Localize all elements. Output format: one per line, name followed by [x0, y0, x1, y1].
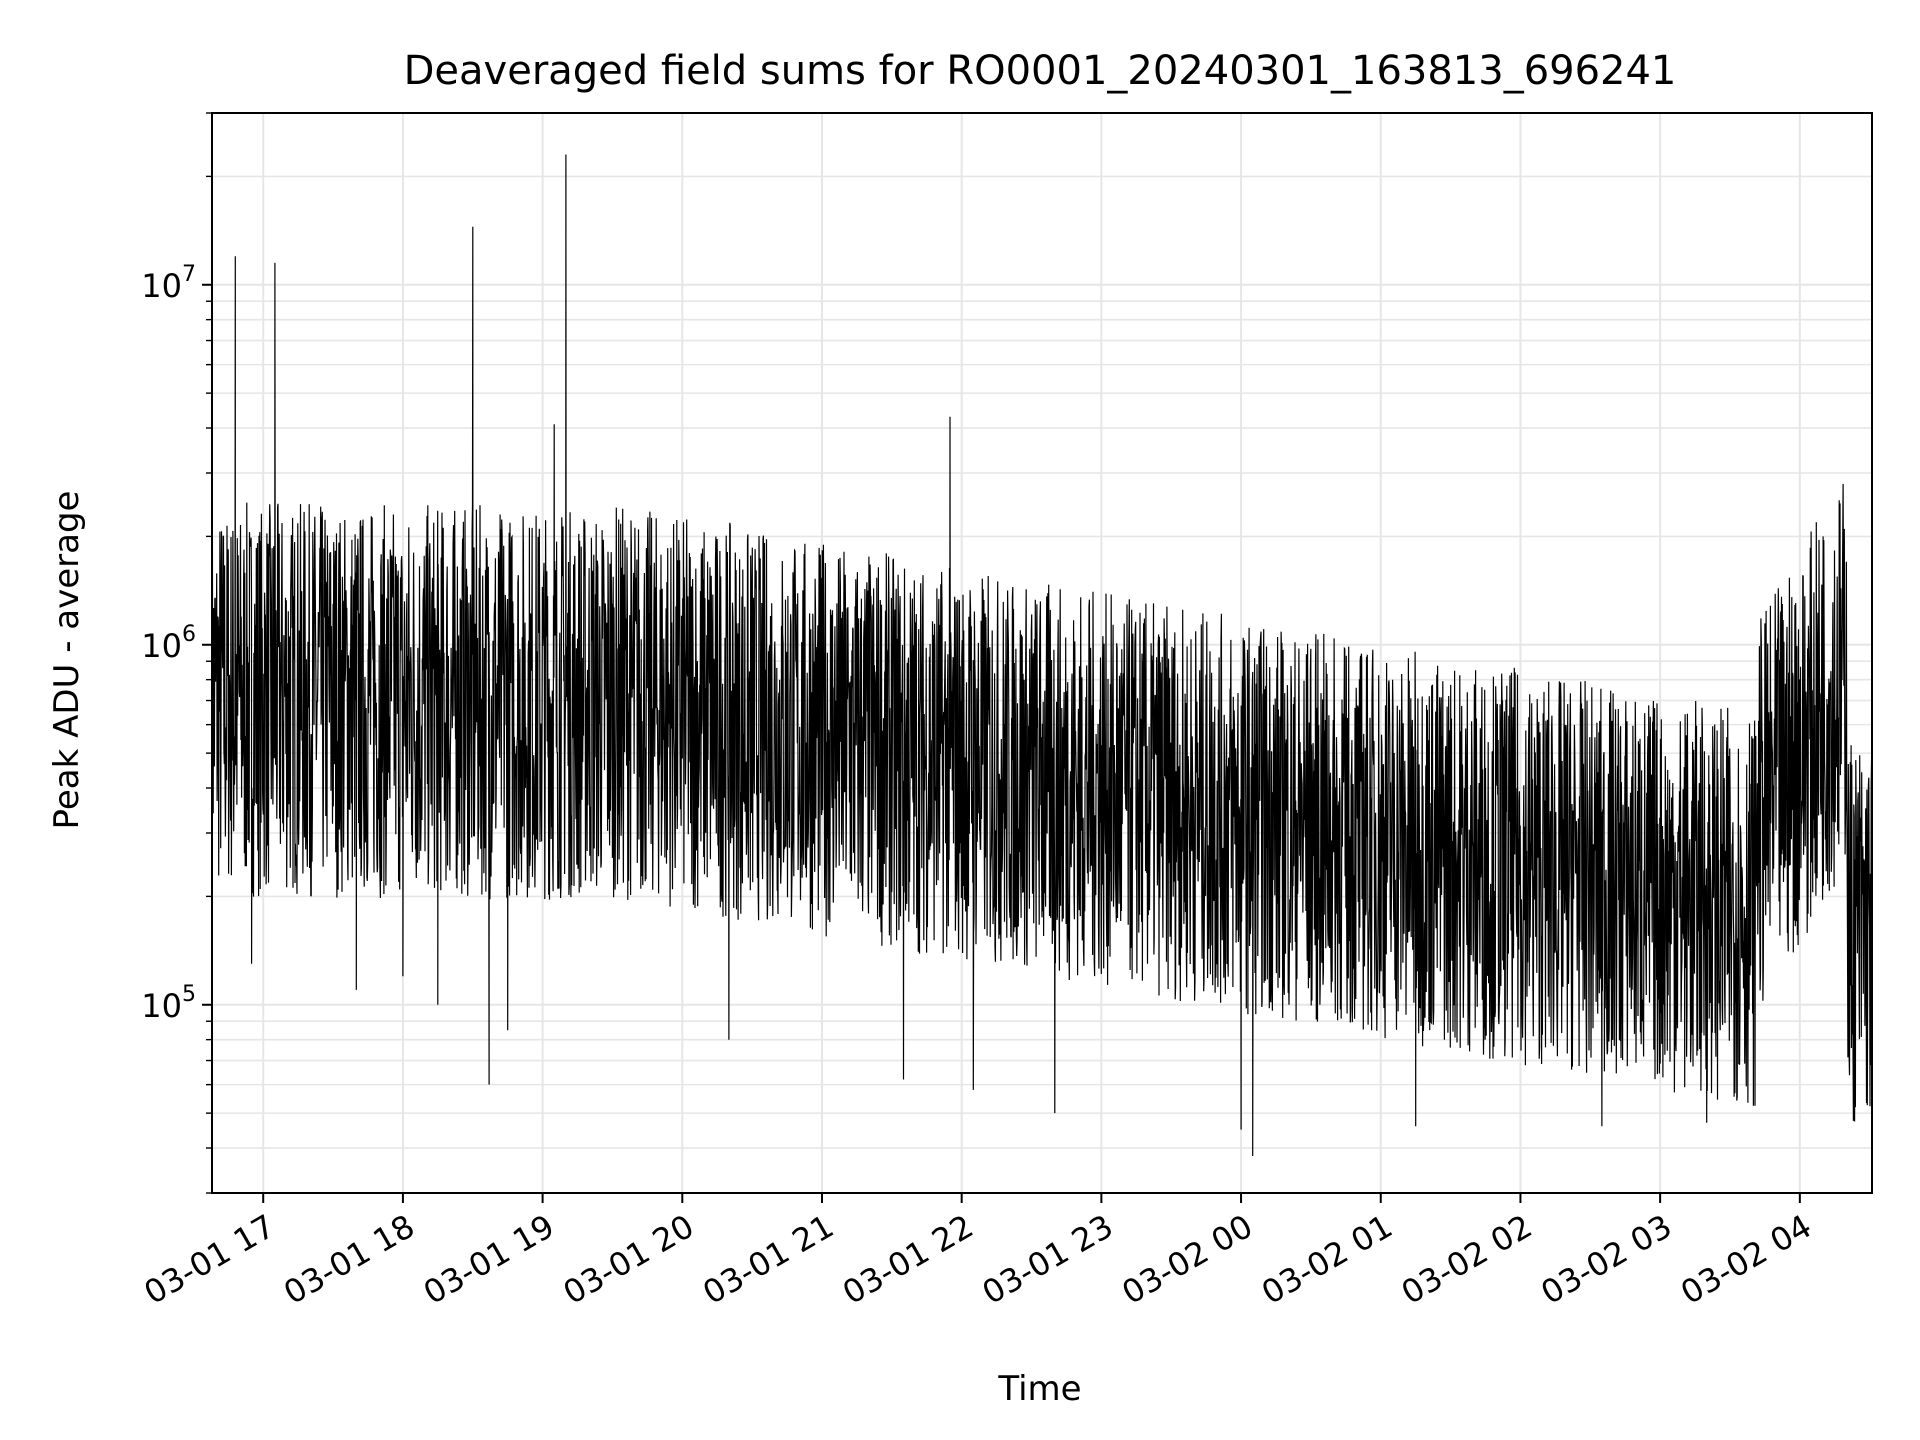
- x-axis-label: Time: [997, 1369, 1081, 1409]
- plot-area-frame: [211, 112, 1873, 1194]
- chart-title: Deaveraged field sums for RO0001_2024030…: [404, 48, 1677, 94]
- y-tick-exponent: 5: [182, 982, 196, 1007]
- y-tick-exponent: 6: [182, 622, 196, 647]
- y-axis-label: Peak ADU - average: [47, 491, 87, 830]
- y-tick-label: 105: [141, 982, 196, 1025]
- series-path: [211, 154, 1873, 1157]
- y-tick-exponent: 7: [182, 262, 196, 287]
- y-tick-base: 10: [141, 267, 182, 305]
- series-line: [211, 154, 1873, 1157]
- y-tick-label: 107: [141, 262, 196, 305]
- y-tick-base: 10: [141, 627, 182, 665]
- y-tick-label: 106: [141, 622, 196, 665]
- y-tick-base: 10: [141, 987, 182, 1025]
